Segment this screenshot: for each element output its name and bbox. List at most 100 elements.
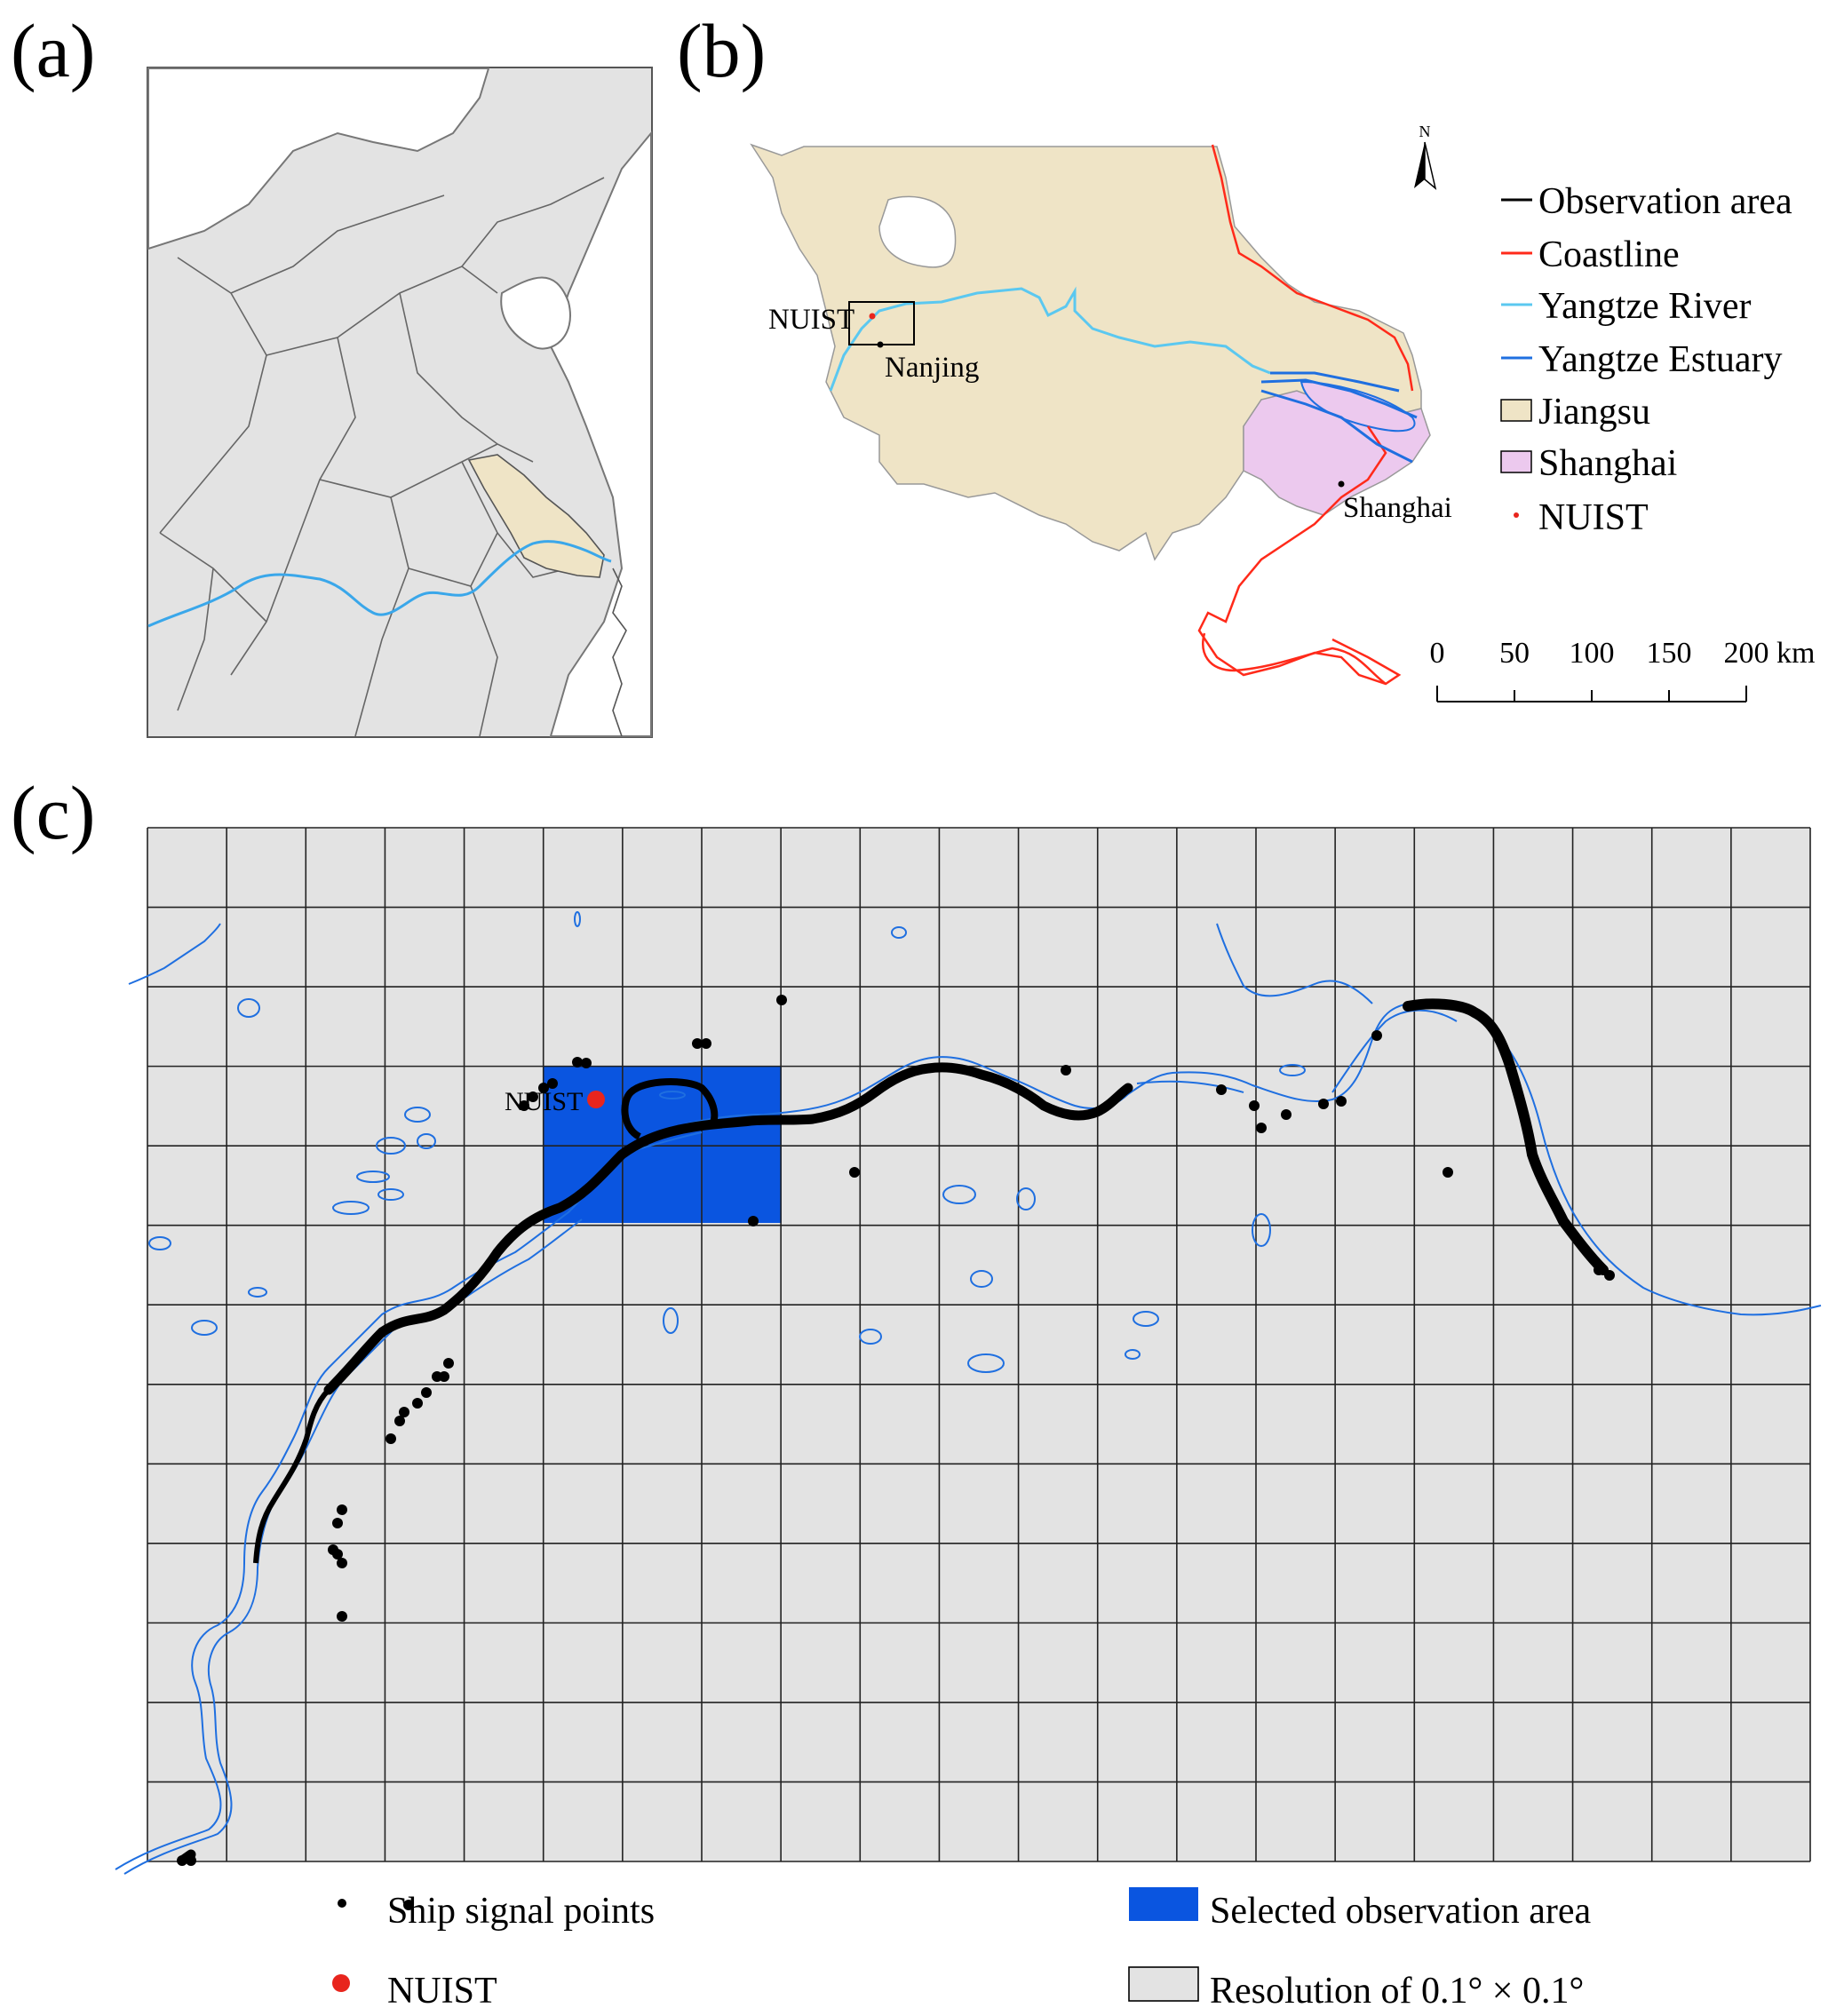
ship-track-loop: [621, 1078, 719, 1140]
ship-signal-point: [337, 1504, 347, 1515]
ship-track-downstream: [1403, 998, 1609, 1275]
legend-nuist-icon: [332, 1974, 350, 1992]
legend-selected-area-label: Selected observation area: [1210, 1891, 1591, 1932]
ship-signal-points: [177, 995, 1615, 1910]
ship-signal-point: [1371, 1030, 1382, 1041]
ship-signal-point: [1594, 1265, 1604, 1275]
legend-ship-point-icon: [338, 1899, 346, 1908]
ship-signal-point: [1336, 1096, 1347, 1107]
ship-signal-point: [421, 1387, 432, 1398]
ship-track-upstream: [253, 1387, 331, 1564]
legend-shanghai: Shanghai: [1500, 443, 1677, 484]
panel-a-map: [147, 67, 653, 738]
panel-b-yangtze-estuary: [1260, 371, 1418, 464]
panel-b-shanghai-label: Shanghai: [1343, 492, 1452, 524]
ship-signal-point: [394, 1416, 405, 1426]
ship-signal-point: [1249, 1100, 1260, 1111]
panel-a-coast: [612, 567, 627, 737]
north-arrow-icon: N: [1414, 123, 1437, 191]
legend-panel-c-nuist-label: NUIST: [387, 1971, 497, 2012]
panel-b-shanghai-dot: [1338, 480, 1345, 488]
panel-b-lake: [878, 195, 957, 268]
ship-signal-point: [1281, 1109, 1292, 1120]
ship-signal-point: [443, 1358, 454, 1369]
legend-nuist: NUIST: [1514, 497, 1649, 538]
ship-signal-point: [332, 1518, 343, 1528]
ship-signal-point: [701, 1038, 711, 1049]
legend-yangtze-river-label: Yangtze River: [1538, 286, 1752, 327]
scale-tick-50: 50: [1499, 637, 1530, 670]
scale-tick-0: 0: [1430, 637, 1445, 670]
ship-signal-point: [1061, 1065, 1071, 1075]
ship-signal-point: [186, 1855, 196, 1866]
ship-signal-point: [849, 1167, 860, 1178]
ship-signal-point: [385, 1433, 396, 1444]
scale-tick-100: 100: [1570, 637, 1615, 670]
legend-resolution-label: Resolution of 0.1° × 0.1°: [1210, 1971, 1584, 2012]
legend-yangtze-estuary: Yangtze Estuary: [1501, 339, 1783, 380]
panel-b-map: NUIST Nanjing Shanghai N Observation are…: [750, 123, 1815, 702]
panel-b-yangtze-river: [829, 286, 1271, 392]
ship-signal-point: [403, 1900, 414, 1910]
ship-signal-point: [1443, 1167, 1453, 1178]
legend-selected-area-swatch: [1129, 1887, 1198, 1921]
ship-signal-point: [538, 1083, 549, 1093]
panel-b-scale-bar: 0 50 100 150 200 km: [1430, 637, 1815, 702]
scale-unit: km: [1776, 637, 1815, 670]
legend-jiangsu-label: Jiangsu: [1538, 392, 1650, 433]
panel-a-label: (a): [11, 8, 96, 93]
ship-signal-point: [432, 1371, 442, 1382]
ship-signal-point: [177, 1855, 187, 1866]
ship-signal-point: [1216, 1084, 1227, 1095]
panel-b-legend: Observation area Coastline Yangtze River…: [1500, 181, 1792, 538]
panel-a-east-sea: [549, 131, 652, 737]
legend-coastline: Coastline: [1501, 234, 1680, 275]
panel-a-yangtze: [147, 540, 612, 628]
legend-observation-area: Observation area: [1501, 181, 1792, 222]
panel-c-label: (c): [11, 770, 96, 855]
panel-a-jiangsu: [467, 454, 605, 578]
ship-signal-point: [547, 1078, 558, 1089]
ship-signal-point: [692, 1038, 703, 1049]
legend-resolution-swatch: [1128, 1966, 1199, 2002]
legend-yangtze-estuary-label: Yangtze Estuary: [1538, 339, 1783, 380]
ship-signal-point: [1256, 1123, 1267, 1133]
ship-signal-point: [399, 1407, 409, 1417]
legend-observation-area-label: Observation area: [1538, 181, 1792, 222]
ship-signal-point: [572, 1057, 583, 1068]
panel-a-bohai: [500, 276, 571, 350]
ship-signal-point: [748, 1216, 759, 1226]
panel-c-lakes: [148, 911, 1306, 1373]
panel-b-chongming: [1300, 380, 1416, 433]
panel-c-nuist-label: NUIST: [505, 1087, 583, 1116]
ship-signal-point: [528, 1091, 538, 1102]
ship-signal-point: [412, 1398, 423, 1409]
panel-c-legend: Ship signal points NUIST Selected observ…: [332, 1887, 1591, 2012]
panel-a-north-white: [147, 67, 490, 250]
panel-c-map: NUIST Ship signal points NUIST Selected …: [115, 827, 1822, 2012]
legend-nuist-label: NUIST: [1538, 497, 1649, 538]
north-arrow-label: N: [1419, 123, 1431, 140]
ship-signal-point: [328, 1544, 338, 1555]
ship-signal-point: [1604, 1270, 1615, 1281]
ship-signal-point: [1318, 1099, 1329, 1109]
resolution-grid: [147, 827, 1811, 1862]
ship-signal-point: [337, 1558, 347, 1568]
panel-b-nuist-label: NUIST: [768, 304, 854, 336]
ship-signal-point: [519, 1100, 529, 1111]
panel-b-nanjing-dot: [877, 341, 884, 348]
legend-yangtze-river: Yangtze River: [1501, 286, 1752, 327]
ship-signal-point: [337, 1611, 347, 1622]
legend-ship-points-label: Ship signal points: [387, 1891, 655, 1932]
legend-shanghai-label: Shanghai: [1538, 443, 1677, 484]
panel-b-label: (b): [677, 8, 767, 93]
panel-b-coastline: [1197, 144, 1414, 686]
panel-b-nuist-dot: [869, 313, 876, 320]
ship-signal-point: [581, 1058, 592, 1068]
panel-b-nanjing-label: Nanjing: [885, 352, 979, 384]
panel-c-background: [147, 828, 1810, 1861]
panel-b-coastline-south: [1202, 632, 1387, 685]
legend-coastline-label: Coastline: [1538, 234, 1680, 275]
